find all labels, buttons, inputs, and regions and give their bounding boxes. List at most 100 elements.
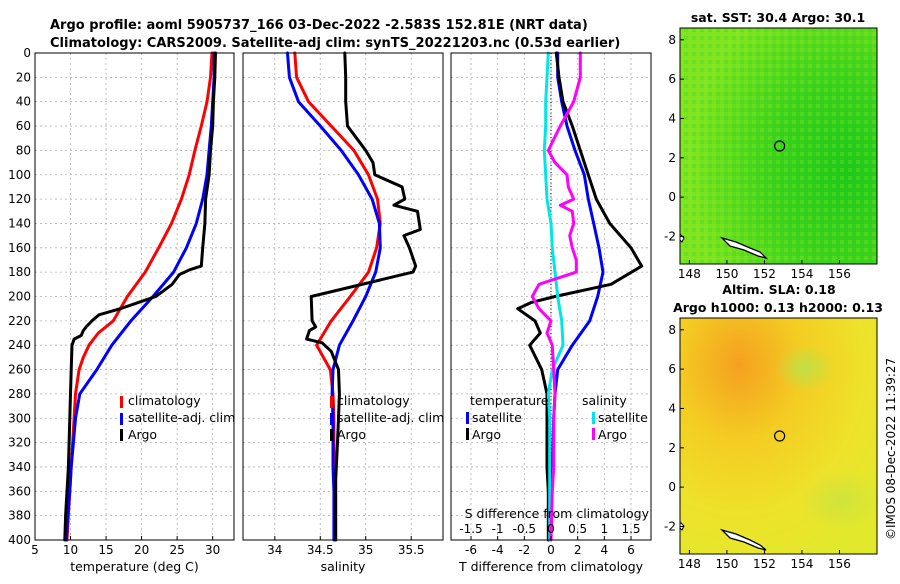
s-tick-label: 0 xyxy=(547,522,555,536)
panel-frame xyxy=(34,52,235,541)
sla-argo-location-marker xyxy=(774,430,786,442)
series-line-t-argo xyxy=(516,51,644,542)
x-tick-label: 20 xyxy=(134,543,149,557)
x-tick-label: -6 xyxy=(465,543,477,557)
legend-argo-label: Argo xyxy=(337,427,366,442)
depth-tick-label: 320 xyxy=(8,436,31,450)
sla-map-title-line1: Altim. SLA: 0.18 xyxy=(722,282,835,297)
legend-t-satellite-label: satellite xyxy=(472,410,522,425)
depth-tick-label: 100 xyxy=(8,168,31,182)
salinity-legend: climatology satellite-adj. clim Argo xyxy=(330,393,444,442)
depth-tick-label: 240 xyxy=(8,338,31,352)
map-lat-tick-label: 6 xyxy=(668,362,676,376)
x-tick-label: 35 xyxy=(358,543,373,557)
depth-tick-label: 120 xyxy=(8,192,31,206)
legend-s-satellite-label: satellite xyxy=(598,410,648,425)
legend-t-satellite-swatch xyxy=(466,412,469,424)
map-lon-tick-label: 150 xyxy=(715,267,738,281)
map-lat-tick-label: 0 xyxy=(668,480,676,494)
depth-tick-label: 20 xyxy=(16,70,31,84)
panel-frame xyxy=(242,52,444,541)
map-lat-tick-label: 2 xyxy=(668,441,676,455)
legend-climatology-label: climatology xyxy=(128,393,201,408)
sst-argo-location-marker xyxy=(774,140,786,152)
depth-tick-label: 260 xyxy=(8,363,31,377)
legend-argo-swatch xyxy=(330,429,333,441)
s-tick-label: -0.5 xyxy=(513,522,536,536)
depth-tick-label: 160 xyxy=(8,241,31,255)
map-lat-tick-label: 0 xyxy=(668,190,676,204)
sla-coastline xyxy=(719,528,767,551)
depth-tick-label: 200 xyxy=(8,290,31,304)
map-lat-tick-label: 6 xyxy=(668,72,676,86)
map-lon-tick-label: 156 xyxy=(828,267,851,281)
depth-tick-label: 80 xyxy=(16,143,31,157)
s-tick-label: 1 xyxy=(601,522,609,536)
x-tick-label: 34.5 xyxy=(307,543,334,557)
legend-t-argo-swatch xyxy=(466,428,469,440)
legend-satellite-swatch xyxy=(330,413,333,425)
imos-watermark: ©IMOS 08-Dec-2022 11:39:27 xyxy=(884,358,898,540)
sla-map-title-line2: Argo h1000: 0.13 h2000: 0.13 xyxy=(673,300,883,315)
temperature-legend: climatology satellite-adj. clim Argo xyxy=(120,393,235,442)
salinity-panel: 34 34.5 35 35.5 salinity xyxy=(242,51,444,574)
x-tick-label: 35.5 xyxy=(398,543,425,557)
legend-s-satellite-swatch xyxy=(592,412,595,424)
depth-tick-label: 360 xyxy=(8,484,31,498)
legend-t-argo-label: Argo xyxy=(472,427,501,442)
map-lon-tick-label: 150 xyxy=(715,557,738,571)
map-lon-tick-label: 152 xyxy=(753,557,776,571)
x-tick-label: 34 xyxy=(267,543,282,557)
x-tick-label: 0 xyxy=(547,543,555,557)
map-lat-tick-label: -2 xyxy=(664,229,676,243)
s-tick-label: 0.5 xyxy=(568,522,587,536)
map-lon-tick-label: 148 xyxy=(678,267,701,281)
x-tick-label: 25 xyxy=(170,543,185,557)
sla-green-patch-south xyxy=(800,470,880,530)
legend-s-argo-swatch xyxy=(592,428,595,440)
sla-map: 148 150 152 154 156 8 6 4 2 0 -2 xyxy=(664,317,880,571)
legend-temperature-title: temperature xyxy=(470,393,549,408)
header-line-2: Climatology: CARS2009. Satellite-adj cli… xyxy=(50,36,620,51)
legend-s-argo-label: Argo xyxy=(598,427,627,442)
difference-legend: temperature salinity satellite Argo sate… xyxy=(466,393,648,442)
legend-climatology-label: climatology xyxy=(337,393,410,408)
x-tick-label: 5 xyxy=(31,543,39,557)
map-lon-tick-label: 156 xyxy=(828,557,851,571)
depth-tick-label: 380 xyxy=(8,509,31,523)
sst-map-frame xyxy=(679,27,878,265)
legend-satellite-label: satellite-adj. clim xyxy=(337,410,444,425)
legend-climatology-swatch xyxy=(330,396,333,408)
series-line-argo xyxy=(63,51,217,542)
sst-map: 148 150 152 154 156 8 6 4 2 0 -2 xyxy=(664,27,878,281)
x-tick-label: 30 xyxy=(205,543,220,557)
x-axis-label: salinity xyxy=(321,559,366,574)
depth-tick-label: 340 xyxy=(8,460,31,474)
depth-tick-label: 220 xyxy=(8,314,31,328)
depth-tick-label: 180 xyxy=(8,265,31,279)
x-axis-label: temperature (deg C) xyxy=(70,559,199,574)
s-tick-label: -1.5 xyxy=(459,522,482,536)
map-lat-tick-label: 4 xyxy=(668,401,676,415)
sla-green-patch xyxy=(775,344,835,392)
s-tick-label: -1 xyxy=(492,522,504,536)
legend-argo-swatch xyxy=(120,429,123,441)
s-tick-label: 1.5 xyxy=(621,522,640,536)
x-tick-label: 2 xyxy=(574,543,582,557)
x-axis-label: T difference from climatology xyxy=(458,559,644,574)
depth-tick-label: 400 xyxy=(8,533,31,547)
x-tick-label: 6 xyxy=(627,543,635,557)
map-lat-tick-label: 8 xyxy=(668,323,676,337)
x-tick-label: -4 xyxy=(492,543,504,557)
map-lat-tick-label: 8 xyxy=(668,33,676,47)
depth-tick-label: 280 xyxy=(8,387,31,401)
temperature-panel: 0 20 40 60 80 100 120 140 160 180 200 220 240 260 280 3… xyxy=(8,46,235,574)
x-tick-label: 4 xyxy=(601,543,609,557)
series-line-argo xyxy=(305,51,422,542)
x-tick-label: 15 xyxy=(98,543,113,557)
depth-tick-label: 300 xyxy=(8,411,31,425)
header-line-1: Argo profile: aoml 5905737_166 03-Dec-20… xyxy=(50,18,588,33)
map-lon-tick-label: 152 xyxy=(753,267,776,281)
depth-tick-label: 0 xyxy=(23,46,31,60)
